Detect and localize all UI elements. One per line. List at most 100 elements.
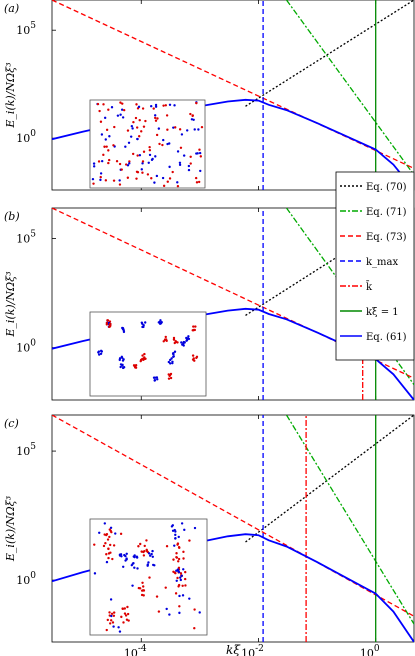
vortex-dot [144,321,147,324]
vortex-dot [97,160,101,163]
vortex-dot [109,526,113,529]
vortex-dot [131,152,135,156]
vortex-dot [137,545,140,548]
vortex-dot [136,171,140,174]
vortex-dot [189,162,192,165]
vortex-dot [122,366,126,369]
vortex-dot [169,376,173,380]
vortex-dot [136,154,139,157]
vortex-dot [170,525,174,528]
vortex-dot [108,611,111,614]
y-axis-label: E_i(k)/NΩξ³ [4,62,17,128]
vortex-dot [110,614,113,618]
vortex-dot [103,145,106,148]
vortex-dot [172,355,175,358]
vortex-dot [121,363,124,367]
vortex-dot [109,598,113,601]
vortex-dot [184,570,187,574]
y-tick-label: 105 [16,230,36,246]
vortex-dot [130,124,134,128]
series-eq-70 [245,0,414,107]
vortex-dot [185,336,188,340]
vortex-dot [178,605,181,608]
y-axis-label: E_i(k)/NΩξ³ [4,271,17,337]
legend-label: kξ = 1 [366,307,399,318]
series-eq-71 [285,0,414,176]
vortex-dot [168,374,171,378]
vortex-dot [180,574,183,577]
vortex-dot [193,626,196,630]
vortex-dot [168,177,172,180]
vortex-dot [154,103,158,107]
series-eq-73 [52,208,414,379]
vortex-dot [126,164,130,167]
vortex-dot [92,162,96,165]
vortex-dot [169,372,173,376]
vortex-dot [172,352,175,356]
vortex-dot [144,357,147,360]
vortex-dot [185,338,189,342]
vortex-dot [133,566,136,569]
vortex-dot [108,543,112,547]
vortex-dot [106,618,109,622]
vortex-dot [116,114,120,117]
vortex-dot [195,356,198,360]
vortex-dot [119,113,122,116]
vortex-dot [118,179,121,182]
vortex-dot [179,146,183,149]
vortex-dot [174,592,178,595]
vortex-dot [174,536,177,540]
vortex-dot [198,151,202,155]
vortex-dot [143,544,146,548]
vortex-dot [189,112,192,116]
vortex-dot [173,544,176,547]
y-axis-label: E_i(k)/NΩξ³ [4,496,17,562]
vortex-dot [99,172,103,175]
vortex-dot [164,335,167,339]
vortex-dot [139,359,142,363]
vortex-dot [142,550,145,554]
vortex-dot [171,170,174,174]
vortex-dot [172,338,176,341]
vortex-dot [98,109,101,113]
vortex-dot [97,353,101,356]
vortex-dot [174,533,177,537]
vortex-dot [197,180,201,184]
vortex-dot [141,162,144,165]
vortex-dot [183,577,187,581]
vortex-dot [153,564,156,567]
vortex-dot [107,556,110,560]
vortex-dot [176,569,180,573]
vortex-dot [131,562,135,565]
vortex-dot [121,102,124,105]
vortex-dot [148,145,151,149]
vortex-dot [97,351,100,354]
vortex-dot [120,168,123,171]
vortex-dot [103,522,107,525]
vortex-dot [182,154,186,157]
vortex-dot [115,160,119,163]
vortex-dot [126,605,129,609]
legend-label: Eq. (61) [366,332,407,343]
vortex-dot [124,163,128,166]
vortex-dot [165,607,168,611]
vortex-dot [122,565,125,569]
vortex-dot [122,108,126,112]
vortex-dot [140,130,143,133]
vortex-dot [180,133,184,136]
vortex-dot [151,549,154,553]
vortex-dot [177,535,180,539]
vortex-dot [134,364,138,367]
vortex-dot [182,344,185,347]
vortex-dot [135,555,139,558]
vortex-dot [108,323,112,326]
vortex-dot [135,126,139,129]
vortex-dot [105,145,108,148]
vortex-dot [168,358,172,362]
vortex-dot [187,335,190,338]
vortex-dot [107,149,110,152]
vortex-dot [108,535,111,539]
vortex-dot [175,340,178,344]
vortex-dot [105,553,108,556]
